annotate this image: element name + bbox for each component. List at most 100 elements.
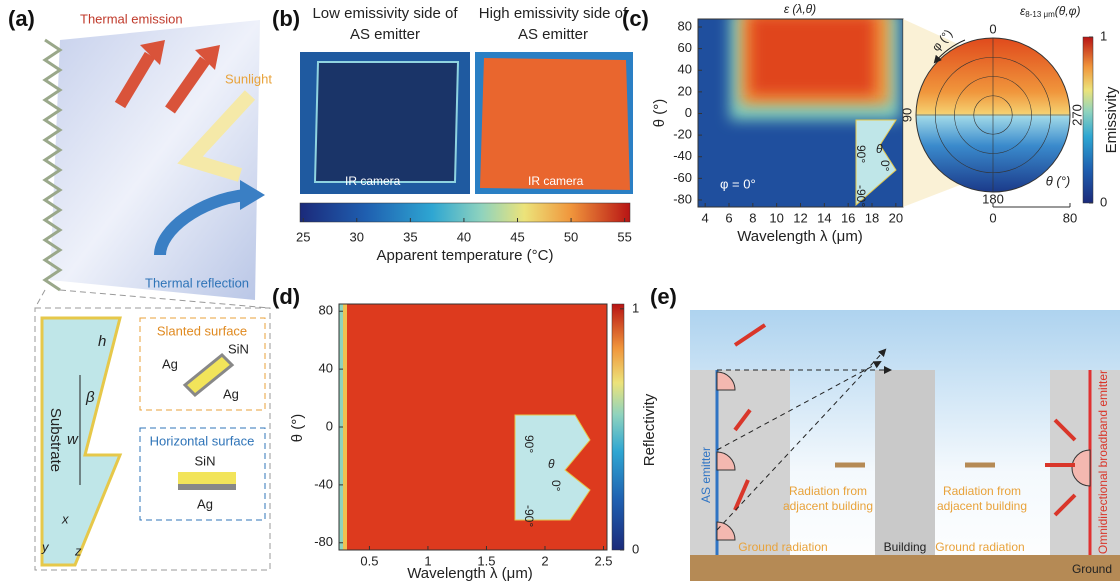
args: (θ,φ) bbox=[1055, 4, 1081, 18]
x-axis-label: Wavelength λ (μm) bbox=[407, 565, 533, 581]
tick-label: 0 bbox=[326, 418, 333, 433]
material-label: SiN bbox=[195, 453, 216, 468]
axis-y: y bbox=[41, 539, 50, 554]
sunlight-arrow bbox=[177, 90, 256, 182]
tick-label: 10 bbox=[769, 210, 783, 225]
zoom-line bbox=[34, 289, 46, 309]
arrow-head bbox=[240, 180, 265, 210]
emission-arrow bbox=[114, 51, 156, 109]
tick-label: 1.5 bbox=[477, 553, 495, 568]
colorbar bbox=[299, 202, 631, 223]
image-title: Low emissivity side of bbox=[312, 5, 458, 22]
emission-arrow bbox=[733, 408, 752, 432]
panel-label: (c) bbox=[622, 6, 649, 31]
beta-label: β bbox=[85, 389, 95, 406]
tick-label: 30 bbox=[350, 229, 364, 244]
y-axis-label: θ (°) bbox=[651, 99, 668, 128]
tick-label: 6 bbox=[725, 210, 732, 225]
axis-z: z bbox=[74, 543, 82, 558]
inset-label: -90° bbox=[854, 185, 868, 207]
subscript: 8-13 μm bbox=[1025, 10, 1055, 19]
arrow-head bbox=[195, 45, 220, 70]
tick-label: 1 bbox=[424, 553, 431, 568]
emission-arrow bbox=[1053, 418, 1077, 442]
emission-label: Thermal emission bbox=[80, 11, 183, 26]
tick-label: -60 bbox=[673, 170, 692, 185]
horizontal-title: Horizontal surface bbox=[150, 433, 255, 448]
heatmap-edge bbox=[343, 304, 347, 550]
radiation-label: adjacent building bbox=[783, 499, 873, 513]
angle-label: 180 bbox=[982, 191, 1004, 206]
colorbar-label: Apparent temperature (°C) bbox=[377, 247, 554, 264]
tick-label: 80 bbox=[678, 18, 692, 33]
panel-c: (c) ε (λ,θ) 90° θ 0° -90° φ = 0° Wavelen… bbox=[622, 2, 1120, 245]
ray bbox=[716, 361, 882, 451]
tick-label: 0 bbox=[1100, 194, 1107, 209]
arrow-head bbox=[140, 40, 165, 65]
colorbar-label: Reflectivity bbox=[641, 393, 658, 466]
substrate-profile bbox=[40, 316, 123, 567]
omni-label: Omnidirectional broadband emitter bbox=[1096, 370, 1110, 554]
tick-label: 20 bbox=[889, 210, 903, 225]
colorbar-label: Emissivity bbox=[1103, 86, 1120, 153]
emission-lobe bbox=[1071, 449, 1091, 487]
slanted-title: Slanted surface bbox=[157, 323, 247, 338]
tick-label: 18 bbox=[865, 210, 879, 225]
tick-label: 35 bbox=[403, 229, 417, 244]
panel-label: (e) bbox=[650, 284, 677, 309]
sin-layer bbox=[178, 472, 236, 484]
emitter-high bbox=[480, 58, 630, 190]
theta-label: θ (°) bbox=[1046, 173, 1071, 188]
colorbar bbox=[611, 303, 625, 551]
emission-arrow bbox=[733, 323, 767, 347]
tick-label: 2.5 bbox=[594, 553, 612, 568]
reflection-label: Thermal reflection bbox=[145, 275, 249, 290]
symbol: ε bbox=[1020, 4, 1026, 18]
tick-label: 60 bbox=[678, 40, 692, 55]
emission-lobe bbox=[716, 371, 736, 391]
inset-label: 0° bbox=[549, 480, 563, 492]
camera-label: IR camera bbox=[345, 174, 401, 188]
emission-arrow bbox=[165, 56, 210, 114]
inset-label: 90° bbox=[522, 435, 536, 453]
panel-label: (d) bbox=[272, 284, 300, 309]
emission-lobe bbox=[716, 451, 736, 471]
radiation-label: Radiation from bbox=[943, 484, 1021, 498]
radiation-label: Radiation from bbox=[789, 484, 867, 498]
inset-label: -90° bbox=[522, 505, 536, 527]
slanted-stack bbox=[182, 352, 235, 398]
tick-label: 80 bbox=[1063, 210, 1077, 225]
left-building bbox=[690, 370, 790, 555]
ground-label: Ground bbox=[1072, 562, 1112, 576]
tick-label: -80 bbox=[673, 191, 692, 206]
tick-label: 0 bbox=[685, 105, 692, 120]
zoom-line bbox=[59, 289, 271, 309]
emission-lobe bbox=[716, 521, 736, 541]
inset-profile bbox=[855, 119, 897, 207]
emission-arrow bbox=[733, 479, 750, 511]
tick-label: 50 bbox=[564, 229, 578, 244]
material-label: Ag bbox=[162, 356, 178, 371]
inset-label: θ bbox=[548, 457, 555, 471]
tick-label: -40 bbox=[314, 476, 333, 491]
tick-label: 0.5 bbox=[360, 553, 378, 568]
tick-label: 0 bbox=[632, 541, 639, 556]
image-title: AS emitter bbox=[518, 26, 588, 43]
emitter-label: AS emitter bbox=[699, 447, 713, 503]
tick-label: 55 bbox=[617, 229, 631, 244]
radiation-label: adjacent building bbox=[937, 499, 1027, 513]
tick-label: -20 bbox=[673, 127, 692, 142]
angle-label: 270 bbox=[1069, 104, 1084, 126]
emission-arrow bbox=[1053, 493, 1077, 517]
tick-label: 0 bbox=[989, 210, 996, 225]
building bbox=[875, 370, 935, 555]
substrate-label: Substrate bbox=[47, 408, 64, 472]
w-label: w bbox=[67, 431, 79, 448]
material-label: Ag bbox=[223, 386, 239, 401]
h-label: h bbox=[98, 333, 106, 350]
inset-label: θ bbox=[876, 142, 883, 156]
heatmap-zone bbox=[750, 19, 875, 95]
material-label: SiN bbox=[228, 341, 249, 356]
tick-label: 80 bbox=[319, 303, 333, 318]
